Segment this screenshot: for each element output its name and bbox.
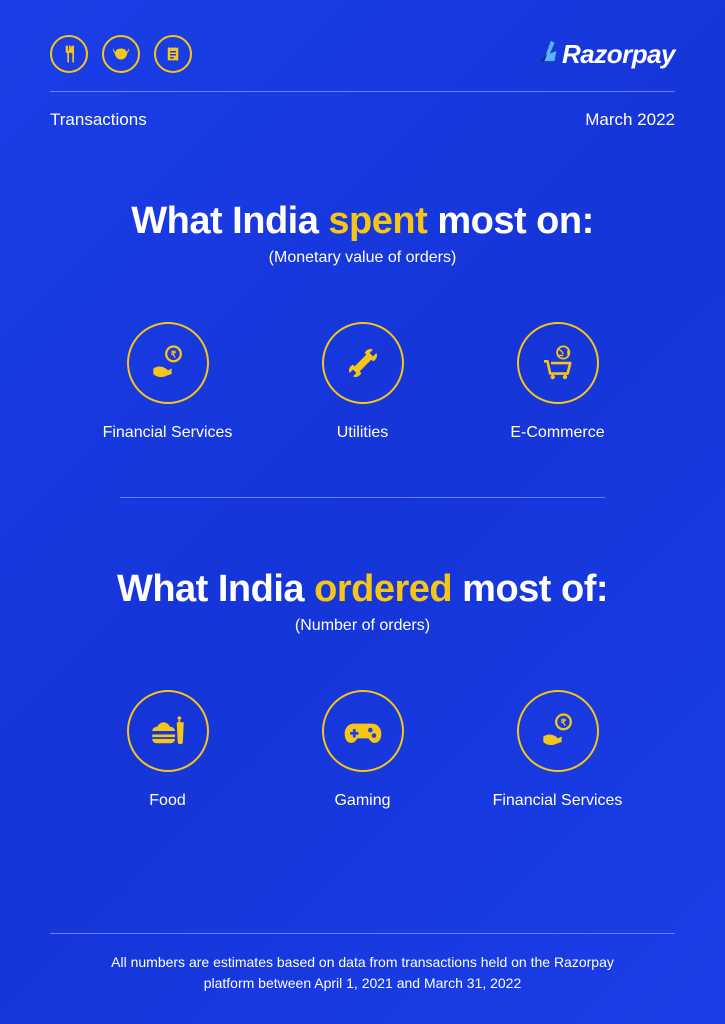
food-item: Food <box>78 690 258 810</box>
date-label: March 2022 <box>585 110 675 130</box>
food-icon <box>127 690 209 772</box>
ordered-section: What India ordered most of: (Number of o… <box>50 568 675 810</box>
bull-icon <box>102 35 140 73</box>
transactions-label: Transactions <box>50 110 147 130</box>
ordered-icon-row: Food Gaming ₹ Fin <box>50 690 675 810</box>
food-label: Food <box>149 792 185 810</box>
financial-services-item-2: ₹ Financial Services <box>468 690 648 810</box>
financial-label: Financial Services <box>103 424 233 442</box>
spent-section: What India spent most on: (Monetary valu… <box>50 200 675 442</box>
svg-text:₹: ₹ <box>170 350 176 360</box>
logo-arrow-icon <box>538 39 560 70</box>
financial-label-2: Financial Services <box>493 792 623 810</box>
mid-divider <box>120 497 605 498</box>
financial-icon-2: ₹ <box>517 690 599 772</box>
utilities-item: Utilities <box>273 322 453 442</box>
header-divider <box>50 91 675 92</box>
ecommerce-label: E-Commerce <box>510 424 604 442</box>
sub-header-row: Transactions March 2022 <box>50 110 675 130</box>
footer-text: All numbers are estimates based on data … <box>50 952 675 994</box>
cutlery-icon <box>50 35 88 73</box>
gaming-icon <box>322 690 404 772</box>
logo-text: Razorpay <box>562 39 675 70</box>
footer-divider <box>50 933 675 934</box>
receipt-icon <box>154 35 192 73</box>
razorpay-logo: Razorpay <box>538 39 675 70</box>
header-row: Razorpay <box>50 35 675 73</box>
financial-icon: ₹ <box>127 322 209 404</box>
ordered-subtitle: (Number of orders) <box>50 617 675 635</box>
gaming-label: Gaming <box>334 792 390 810</box>
spent-title: What India spent most on: <box>50 200 675 243</box>
utilities-icon <box>322 322 404 404</box>
ecommerce-icon <box>517 322 599 404</box>
utilities-label: Utilities <box>337 424 389 442</box>
gaming-item: Gaming <box>273 690 453 810</box>
ordered-title: What India ordered most of: <box>50 568 675 611</box>
footer: All numbers are estimates based on data … <box>50 933 675 994</box>
spent-subtitle: (Monetary value of orders) <box>50 249 675 267</box>
spent-icon-row: ₹ Financial Services Utilities <box>50 322 675 442</box>
svg-text:₹: ₹ <box>560 718 566 728</box>
header-icons-group <box>50 35 192 73</box>
ecommerce-item: E-Commerce <box>468 322 648 442</box>
financial-services-item: ₹ Financial Services <box>78 322 258 442</box>
